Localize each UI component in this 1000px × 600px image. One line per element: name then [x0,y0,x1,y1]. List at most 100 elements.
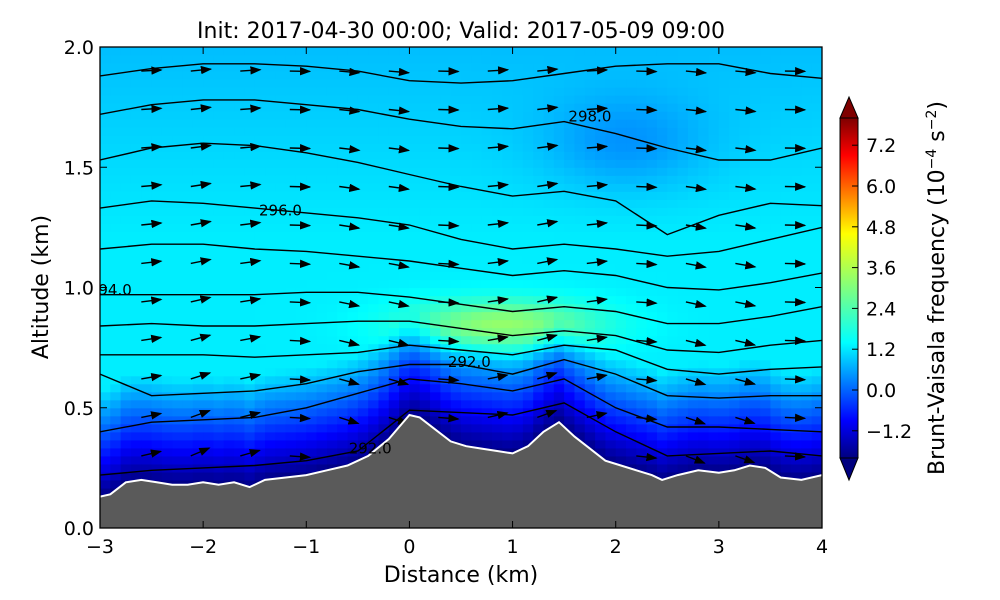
field-cell [461,439,472,449]
field-cell [801,327,813,337]
field-cell [687,111,699,120]
field-cell [419,343,431,353]
field-cell [687,255,699,265]
field-cell [337,367,349,377]
field-cell [667,359,679,369]
wind-arrow [735,183,757,192]
field-cell [626,119,637,128]
field-cell [481,191,493,200]
field-cell [564,143,576,152]
field-cell [718,175,730,184]
field-cell [615,63,627,72]
field-cell [337,391,349,401]
field-cell [213,359,225,369]
field-cell [213,431,225,441]
field-cell [275,255,287,265]
field-cell [636,79,648,88]
field-cell [481,199,493,208]
field-cell [203,247,215,257]
field-cell [430,71,441,80]
field-cell [615,159,627,168]
field-cell [718,255,730,265]
field-cell [801,191,813,200]
field-cell [430,255,441,265]
field-cell [151,231,163,240]
field-cell [636,47,648,56]
field-cell [584,439,596,449]
field-cell [161,167,173,176]
field-cell [419,95,431,104]
field-cell [595,167,606,176]
field-cell [564,359,576,369]
field-cell [626,287,637,297]
field-cell [595,215,606,224]
field-cell [450,87,462,96]
field-cell [780,79,792,88]
field-cell [471,271,483,281]
field-cell [368,359,380,369]
field-cell [636,351,648,361]
field-cell [791,135,802,144]
field-cell [461,151,472,160]
field-cell [316,79,328,88]
field-cell [172,151,184,160]
field-cell [553,367,565,377]
wind-arrow [784,375,807,384]
field-cell [533,103,545,112]
field-cell [739,407,751,417]
field-cell [605,135,617,144]
field-cell [295,263,307,273]
field-cell [471,143,483,152]
field-cell [172,95,184,104]
field-cell [161,399,173,409]
field-cell [223,207,235,216]
field-cell [161,111,173,120]
field-cell [430,319,441,329]
field-cell [729,303,741,313]
field-cell [213,447,225,457]
field-cell [409,367,421,377]
field-cell [399,391,411,401]
field-cell [223,159,235,168]
field-cell [512,391,524,401]
field-cell [811,367,822,377]
field-cell [203,79,215,88]
field-cell [357,175,369,184]
field-cell [811,95,822,104]
field-cell [141,271,153,281]
wind-arrow [141,373,163,382]
field-cell [595,367,606,377]
wind-arrow [685,299,707,309]
field-cell [461,351,472,361]
field-cell [811,383,822,393]
field-cell [481,47,493,56]
field-cell [471,247,483,257]
field-cell [636,159,648,168]
field-cell [811,335,822,345]
field-cell [471,167,483,176]
field-cell [357,183,369,192]
field-cell [491,71,503,80]
field-cell [223,319,235,329]
field-cell [801,439,813,449]
field-cell [791,279,802,289]
field-cell [368,135,380,144]
field-cell [275,119,287,128]
field-cell [553,415,565,425]
field-cell [285,255,297,265]
field-cell [234,383,245,393]
field-cell [522,303,534,313]
field-cell [770,279,782,289]
field-cell [295,391,307,401]
field-cell [770,135,782,144]
field-cell [110,303,122,313]
field-cell [234,311,245,321]
field-cell [770,367,782,377]
field-cell [522,199,534,208]
field-cell [192,303,204,313]
field-cell [141,471,153,481]
field-cell [595,383,606,393]
field-cell [533,383,545,393]
field-cell [677,423,689,433]
field-cell [100,431,111,441]
